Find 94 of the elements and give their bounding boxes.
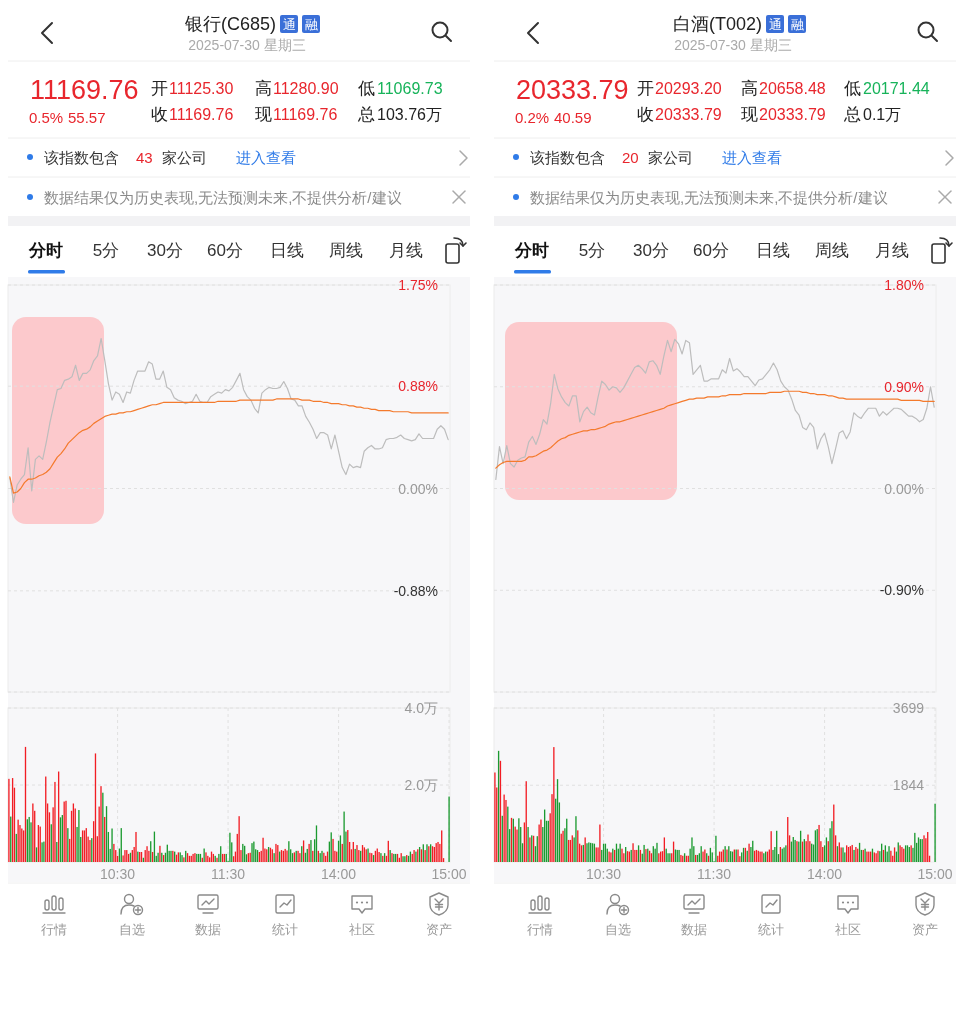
line-series [495,338,935,481]
x-tick-label: 14:00 [807,866,843,882]
y-tick-label: 3699 [892,700,925,716]
text: 自选 [605,922,631,937]
x-tick-label: 10:30 [100,866,136,882]
text: 高 [741,79,758,98]
y-tick-label: 0.00% [398,480,438,497]
text: 现 [741,105,758,124]
text: 2025-07-30 星期三 [674,37,792,53]
text: 该指数包含 [44,149,119,166]
text: 日线 [756,241,790,260]
text: 数据 [195,922,221,937]
text: 60分 [693,241,729,260]
y-tick-label: -0.88% [393,582,438,599]
text: 103.76万 [377,106,442,123]
text: 家公司 [162,149,207,166]
line-series [495,390,935,469]
y-tick-label: 0.88% [398,378,438,395]
text: 周线 [329,241,363,260]
text: 高 [255,79,272,98]
text: 日线 [270,241,304,260]
text: 收 [637,105,654,124]
text: 11169.76 [273,106,338,123]
x-tick-label: 11:30 [211,866,246,882]
text: 该指数包含 [530,149,605,166]
text: 现 [255,105,272,124]
text: 社区 [349,922,375,937]
text: 低 [358,79,375,98]
text: 30分 [147,241,183,260]
text: 总 [357,105,375,124]
text: 20171.44 [863,80,930,97]
text: 0.5% [29,109,64,126]
y-tick-label: -0.90% [879,582,924,599]
y-tick-label: 1844 [892,777,925,794]
text: 11125.30 [169,80,234,97]
text: 白酒(T002) [672,14,762,34]
text: 行情 [527,922,553,937]
text: 总 [843,105,861,124]
y-tick-label: 4.0万 [404,700,438,716]
x-tick-label: 11:30 [697,866,732,882]
x-tick-label: 10:30 [586,866,622,882]
text: 43 [136,149,153,166]
text: 开 [637,79,654,98]
text: 家公司 [648,149,693,166]
y-tick-label: 0.00% [884,480,924,497]
text: 5分 [578,241,606,260]
text: 5分 [92,241,120,260]
text: 开 [151,79,168,98]
text: 55.57 [68,109,106,126]
text: 社区 [835,922,861,937]
text: 2025-07-30 星期三 [188,37,306,53]
text: 20333.79 [655,106,722,123]
text: 统计 [758,922,784,937]
y-tick-label: 0.90% [884,378,924,395]
text: 20658.48 [759,80,826,97]
text: 60分 [207,241,243,260]
text: 银行(C685) [183,14,276,34]
text: 0.1万 [863,106,902,123]
text: 数据结果仅为历史表现,无法预测未来,不提供分析/建议 [530,189,888,206]
y-tick-label: 1.80% [884,277,924,293]
text: 资产 [426,922,452,937]
y-tick-label: 1.75% [398,277,438,293]
text: 数据 [681,922,707,937]
text: 统计 [272,922,298,937]
text: 自选 [119,922,145,937]
text: 20 [622,149,639,166]
x-tick-label: 14:00 [321,866,357,882]
y-tick-label: 2.0万 [404,777,438,793]
text: 周线 [815,241,849,260]
x-tick-label: 15:00 [431,866,467,882]
text: 11280.90 [273,80,339,97]
text: 0.2% [515,109,550,126]
line-series [9,337,449,504]
text: 40.59 [554,109,592,126]
text: 数据结果仅为历史表现,无法预测未来,不提供分析/建议 [44,189,402,206]
text: 20333.79 [759,106,826,123]
text: 收 [151,105,168,124]
text: 20293.20 [655,80,722,97]
text: 月线 [875,241,909,260]
text: 分时 [28,241,63,260]
x-tick-label: 15:00 [917,866,953,882]
text: 资产 [912,922,938,937]
text: 行情 [41,922,67,937]
text: 分时 [514,241,549,260]
text: 11169.76 [30,75,139,105]
text: 进入查看 [722,149,782,166]
text: 月线 [389,241,423,260]
text: 11169.76 [169,106,234,123]
text: 30分 [633,241,669,260]
text: 进入查看 [236,149,296,166]
line-series [9,398,449,494]
text: 20333.79 [516,75,629,105]
text: 11069.73 [377,80,443,97]
text: 低 [844,79,861,98]
